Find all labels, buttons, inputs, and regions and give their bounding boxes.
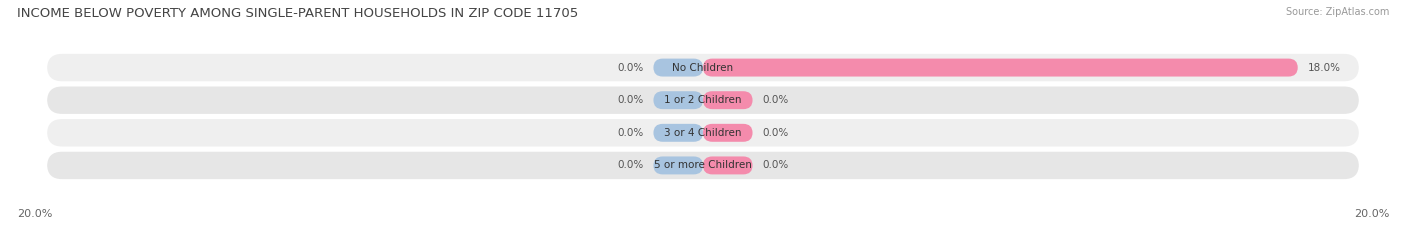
Text: 0.0%: 0.0% <box>617 161 644 170</box>
FancyBboxPatch shape <box>48 54 1358 81</box>
Text: INCOME BELOW POVERTY AMONG SINGLE-PARENT HOUSEHOLDS IN ZIP CODE 11705: INCOME BELOW POVERTY AMONG SINGLE-PARENT… <box>17 7 578 20</box>
Text: Source: ZipAtlas.com: Source: ZipAtlas.com <box>1285 7 1389 17</box>
Text: 3 or 4 Children: 3 or 4 Children <box>664 128 742 138</box>
FancyBboxPatch shape <box>654 58 703 76</box>
Text: 0.0%: 0.0% <box>617 128 644 138</box>
FancyBboxPatch shape <box>654 91 703 109</box>
FancyBboxPatch shape <box>654 157 703 175</box>
FancyBboxPatch shape <box>703 157 752 175</box>
FancyBboxPatch shape <box>48 152 1358 179</box>
FancyBboxPatch shape <box>703 91 752 109</box>
Text: 20.0%: 20.0% <box>1354 209 1389 219</box>
Text: 0.0%: 0.0% <box>762 161 789 170</box>
FancyBboxPatch shape <box>654 124 703 142</box>
Text: 5 or more Children: 5 or more Children <box>654 161 752 170</box>
Text: 1 or 2 Children: 1 or 2 Children <box>664 95 742 105</box>
Text: 20.0%: 20.0% <box>17 209 52 219</box>
Text: 0.0%: 0.0% <box>762 128 789 138</box>
FancyBboxPatch shape <box>48 119 1358 147</box>
FancyBboxPatch shape <box>703 58 1298 76</box>
FancyBboxPatch shape <box>703 124 752 142</box>
Text: 0.0%: 0.0% <box>762 95 789 105</box>
FancyBboxPatch shape <box>48 86 1358 114</box>
Text: 18.0%: 18.0% <box>1308 63 1341 72</box>
Text: 0.0%: 0.0% <box>617 95 644 105</box>
Text: No Children: No Children <box>672 63 734 72</box>
Text: 0.0%: 0.0% <box>617 63 644 72</box>
